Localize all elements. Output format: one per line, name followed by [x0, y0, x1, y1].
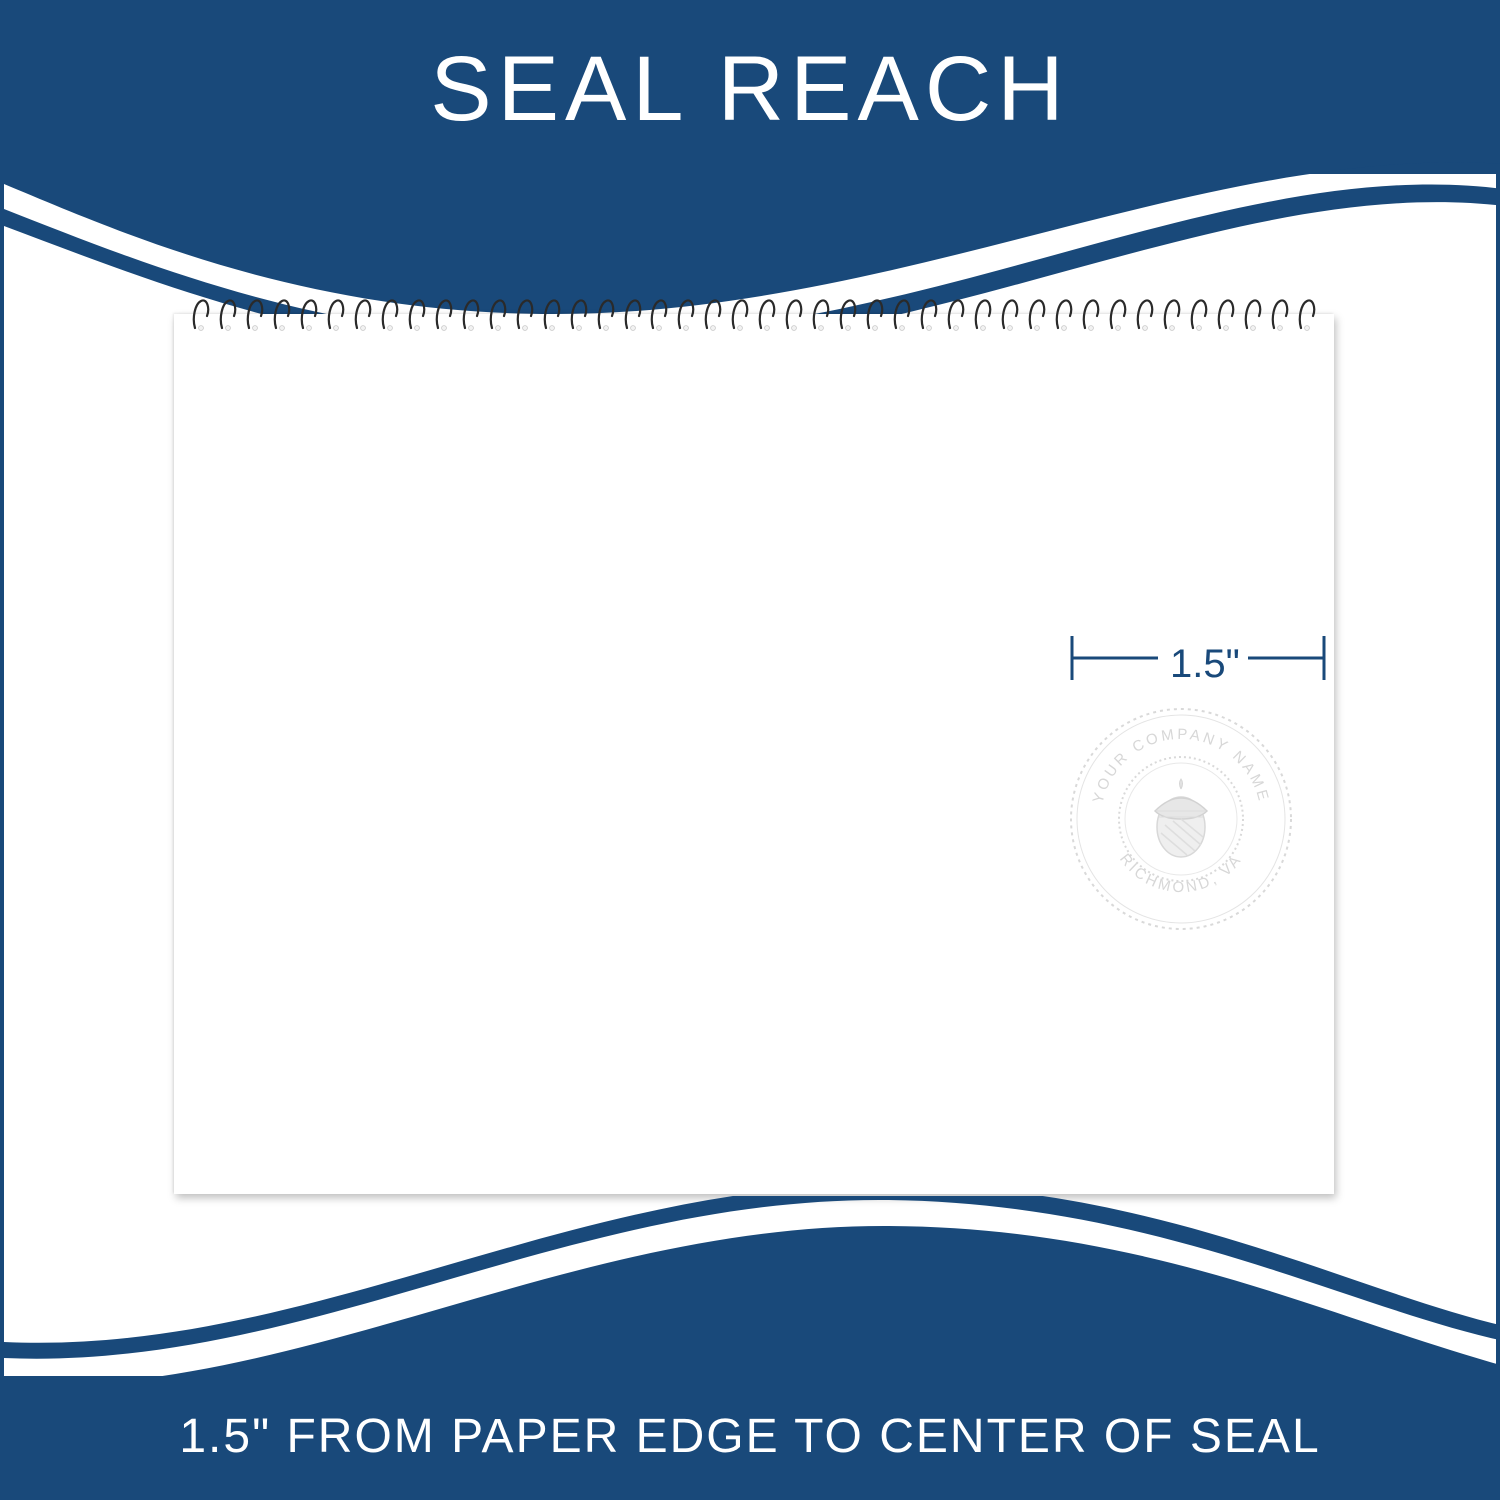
spiral-ring	[1109, 298, 1127, 332]
seal-top-text: YOUR COMPANY NAME	[1090, 726, 1273, 805]
spiral-ring	[920, 298, 938, 332]
spiral-binding	[184, 298, 1324, 338]
spiral-ring	[1136, 298, 1154, 332]
infographic-frame: SEAL REACH 1.5"	[0, 0, 1500, 1500]
spiral-ring	[1271, 298, 1289, 332]
spiral-ring	[273, 298, 291, 332]
spiral-ring	[785, 298, 803, 332]
spiral-ring	[650, 298, 668, 332]
spiral-ring	[1244, 298, 1262, 332]
spiral-ring	[624, 298, 642, 332]
spiral-ring	[1082, 298, 1100, 332]
spiral-ring	[812, 298, 830, 332]
spiral-ring	[381, 298, 399, 332]
spiral-ring	[570, 298, 588, 332]
spiral-ring	[731, 298, 749, 332]
spiral-ring	[543, 298, 561, 332]
spiral-ring	[300, 298, 318, 332]
spiral-ring	[1217, 298, 1235, 332]
spiral-ring	[677, 298, 695, 332]
spiral-ring	[327, 298, 345, 332]
spiral-ring	[947, 298, 965, 332]
spiral-ring	[462, 298, 480, 332]
spiral-ring	[489, 298, 507, 332]
header-band: SEAL REACH	[4, 4, 1496, 174]
spiral-ring	[516, 298, 534, 332]
page-title: SEAL REACH	[430, 37, 1069, 142]
spiral-ring	[219, 298, 237, 332]
spiral-ring	[192, 298, 210, 332]
spiral-ring	[1001, 298, 1019, 332]
embossed-seal: YOUR COMPANY NAME RICHMOND, VA	[1066, 704, 1296, 934]
spiral-ring	[1055, 298, 1073, 332]
spiral-ring	[246, 298, 264, 332]
measurement-indicator: 1.5"	[1068, 628, 1328, 688]
footer-band: 1.5" FROM PAPER EDGE TO CENTER OF SEAL	[4, 1376, 1496, 1496]
spiral-ring	[597, 298, 615, 332]
measurement-label: 1.5"	[1170, 642, 1240, 687]
spiral-ring	[839, 298, 857, 332]
spiral-ring	[866, 298, 884, 332]
spiral-ring	[354, 298, 372, 332]
spiral-ring	[435, 298, 453, 332]
footer-text: 1.5" FROM PAPER EDGE TO CENTER OF SEAL	[179, 1409, 1320, 1464]
spiral-ring	[1298, 298, 1316, 332]
spiral-ring	[704, 298, 722, 332]
spiral-ring	[1163, 298, 1181, 332]
spiral-ring	[1190, 298, 1208, 332]
spiral-ring	[1028, 298, 1046, 332]
spiral-ring	[408, 298, 426, 332]
spiral-ring	[974, 298, 992, 332]
spiral-ring	[893, 298, 911, 332]
spiral-ring	[758, 298, 776, 332]
